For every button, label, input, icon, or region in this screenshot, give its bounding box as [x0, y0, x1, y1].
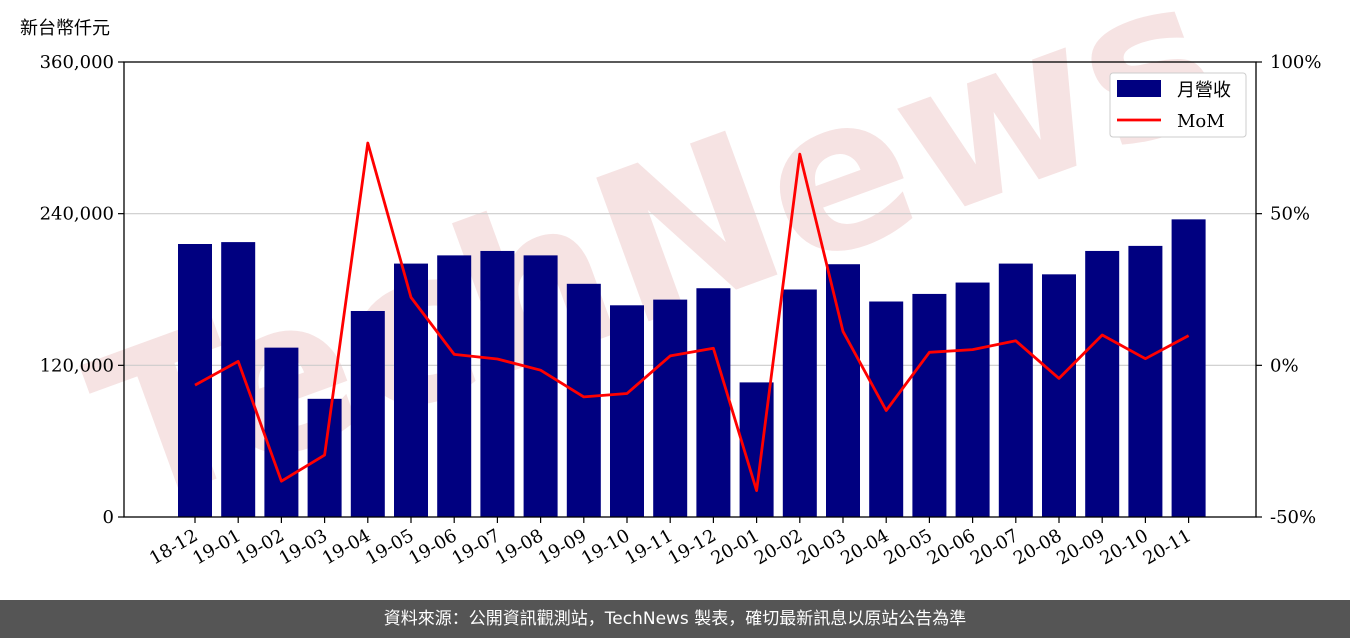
bar-20-09 [1085, 250, 1120, 517]
x-tick-label: 19-02 [232, 525, 287, 569]
x-tick-label: 19-04 [319, 525, 374, 569]
x-tick-label: 19-05 [362, 525, 417, 569]
bar-20-10 [1128, 245, 1163, 518]
bar-20-02 [782, 289, 817, 517]
bar-19-08 [523, 255, 558, 517]
bar-19-04 [350, 310, 385, 517]
x-tick-label: 19-11 [621, 525, 676, 569]
bar-20-06 [955, 282, 990, 517]
x-tick-label: 20-08 [1010, 525, 1065, 569]
y-left-tick-label: 120,000 [40, 355, 114, 376]
y-left-tick-label: 240,000 [40, 204, 114, 225]
bars [178, 219, 1206, 518]
bar-19-03 [307, 398, 342, 517]
bar-19-01 [221, 242, 256, 517]
x-tick-label: 20-06 [924, 525, 979, 569]
legend-swatch-revenue [1117, 80, 1161, 97]
bar-19-07 [480, 250, 515, 517]
y-unit-label: 新台幣仟元 [20, 18, 110, 39]
x-tick-label: 19-12 [664, 525, 719, 569]
x-tick-label: 19-09 [535, 525, 590, 569]
x-tick-label: 19-10 [578, 525, 633, 569]
legend-label-mom: MoM [1177, 111, 1225, 132]
x-tick-label: 20-03 [794, 525, 849, 569]
x-tick-label: 20-01 [708, 525, 763, 569]
legend: 月營收 MoM [1109, 72, 1247, 138]
x-tick-label: 19-06 [405, 525, 460, 569]
x-tick-label: 20-07 [967, 525, 1022, 569]
legend-label-revenue: 月營收 [1177, 80, 1231, 101]
bar-19-06 [437, 255, 472, 517]
bar-18-12 [178, 244, 212, 517]
y-right-tick-label: -50% [1270, 507, 1316, 528]
y-axis-right: -50% 0% 50% 100% [1256, 52, 1321, 528]
y-left-tick-label: 360,000 [40, 52, 114, 73]
bar-19-12 [696, 288, 731, 517]
x-tick-label: 19-03 [276, 525, 331, 569]
x-axis: 18-1219-0119-0219-0319-0419-0519-0619-07… [146, 517, 1195, 569]
mom-line [194, 141, 1190, 493]
bar-19-10 [610, 305, 644, 517]
y-axis-left: 0 120,000 240,000 360,000 [40, 52, 124, 528]
x-tick-label: 20-05 [880, 525, 935, 569]
bar-20-08 [1042, 274, 1076, 517]
bar-20-05 [912, 293, 947, 517]
source-footer: 資料來源：公開資訊觀測站，TechNews 製表，確切最新訊息以原站公告為準 [0, 600, 1350, 638]
x-tick-label: 20-04 [837, 525, 892, 569]
y-right-tick-label: 0% [1270, 355, 1299, 376]
x-tick-label: 19-08 [492, 525, 547, 569]
y-left-tick-label: 0 [103, 507, 114, 528]
y-right-tick-label: 50% [1270, 204, 1310, 225]
bar-19-05 [394, 263, 428, 517]
bar-19-09 [566, 283, 601, 517]
plot-frame [123, 61, 1257, 518]
x-tick-label: 20-11 [1140, 525, 1195, 569]
x-tick-label: 20-10 [1096, 525, 1151, 569]
mom-line-layer [194, 141, 1190, 493]
bar-19-02 [264, 347, 299, 517]
bar-20-07 [998, 263, 1033, 517]
x-tick-label: 19-07 [448, 525, 503, 569]
x-tick-label: 20-09 [1053, 525, 1108, 569]
y-right-tick-label: 100% [1270, 52, 1321, 73]
bar-20-03 [826, 264, 860, 517]
bar-20-11 [1171, 219, 1206, 517]
bar-19-11 [653, 299, 688, 517]
x-tick-label: 20-02 [751, 525, 806, 569]
